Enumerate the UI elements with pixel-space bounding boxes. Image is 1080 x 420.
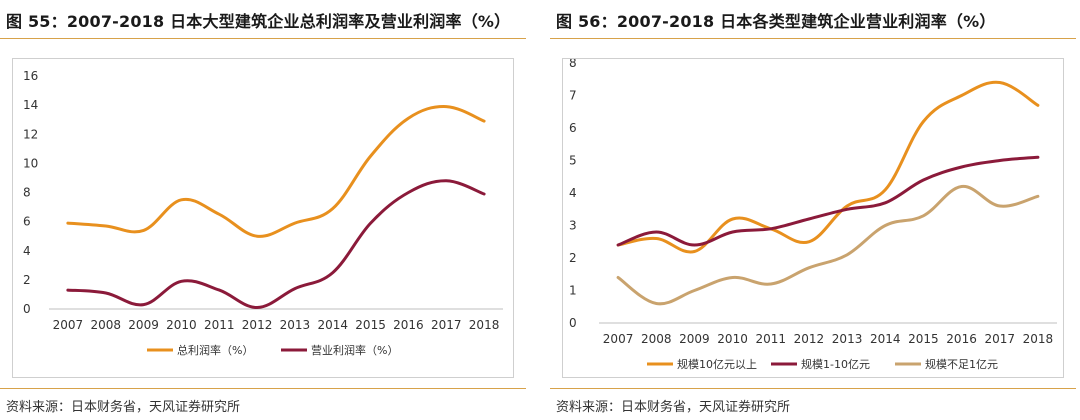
series-line-1 xyxy=(616,80,1040,254)
legend-label: 规模10亿元以上 xyxy=(677,357,757,371)
line-chart-operating-margins-by-size: 0 1 2 3 4 5 6 7 8 2007 2008 2009 2010 2011 2012 2013 201… xyxy=(569,59,1057,371)
x-tick-label: 2014 xyxy=(870,332,901,346)
y-tick-label: 12 xyxy=(23,127,38,141)
y-tick-label: 2 xyxy=(569,251,577,265)
y-tick-label: 14 xyxy=(23,98,38,112)
x-tick-label: 2018 xyxy=(1023,332,1054,346)
line-chart-profit-margins: 0 2 4 6 8 10 12 14 16 2007 2008 2009 2010 2011 2012 201… xyxy=(23,69,503,357)
source-note: 资料来源：日本财务省，天风证券研究所 xyxy=(556,400,791,415)
x-tick-label: 2011 xyxy=(755,332,786,346)
y-tick-label: 0 xyxy=(569,316,577,330)
x-tick-label: 2012 xyxy=(242,318,273,332)
x-tick-label: 2013 xyxy=(280,318,311,332)
legend-label: 总利润率（%） xyxy=(177,343,253,357)
chart-panel-left: 图 55：2007-2018 日本大型建筑企业总利润率及营业利润率（%） 0 2 4… xyxy=(0,0,530,420)
x-tick-label: 2013 xyxy=(832,332,863,346)
chart-title: 图 56：2007-2018 日本各类型建筑企业营业利润率（%） xyxy=(556,12,996,31)
series-line-2 xyxy=(616,155,1040,247)
title-rule xyxy=(550,38,1076,39)
x-tick-label: 2009 xyxy=(128,318,159,332)
x-tick-label: 2017 xyxy=(984,332,1015,346)
y-tick-label: 2 xyxy=(23,273,31,287)
x-tick-label: 2008 xyxy=(90,318,121,332)
x-tick-label: 2009 xyxy=(679,332,710,346)
x-tick-label: 2016 xyxy=(393,318,424,332)
y-tick-label: 10 xyxy=(23,156,38,170)
series-line-3 xyxy=(616,184,1040,306)
x-tick-label: 2011 xyxy=(204,318,235,332)
x-tick-label: 2016 xyxy=(946,332,977,346)
title-rule xyxy=(0,38,526,39)
series-line-2 xyxy=(66,179,486,310)
x-tick-label: 2010 xyxy=(717,332,748,346)
y-tick-label: 6 xyxy=(23,215,31,229)
x-tick-label: 2010 xyxy=(166,318,197,332)
x-tick-label: 2007 xyxy=(603,332,634,346)
chart-panel-right: 图 56：2007-2018 日本各类型建筑企业营业利润率（%） 0 1 2 3 4 5 6… xyxy=(550,0,1080,420)
legend-label: 规模不足1亿元 xyxy=(925,357,998,371)
x-tick-label: 2008 xyxy=(641,332,672,346)
y-tick-label: 6 xyxy=(569,121,577,135)
legend-label: 规模1-10亿元 xyxy=(801,357,870,371)
source-note: 资料来源：日本财务省，天风证券研究所 xyxy=(6,400,241,415)
chart-frame: 0 2 4 6 8 10 12 14 16 2007 2008 2009 2010 2011 2012 201… xyxy=(12,58,514,378)
x-tick-label: 2007 xyxy=(53,318,84,332)
chart-title: 图 55：2007-2018 日本大型建筑企业总利润率及营业利润率（%） xyxy=(6,12,511,31)
y-tick-label: 3 xyxy=(569,219,577,233)
x-tick-label: 2017 xyxy=(431,318,462,332)
y-tick-label: 8 xyxy=(23,186,31,200)
y-tick-label: 16 xyxy=(23,69,38,83)
series-line-1 xyxy=(66,105,486,238)
y-tick-label: 8 xyxy=(569,59,577,70)
y-tick-label: 7 xyxy=(569,89,577,103)
y-tick-label: 1 xyxy=(569,284,577,298)
source-rule xyxy=(0,388,526,389)
y-tick-label: 0 xyxy=(23,302,31,316)
y-tick-label: 4 xyxy=(569,186,577,200)
legend-label: 营业利润率（%） xyxy=(311,343,398,357)
x-tick-label: 2012 xyxy=(794,332,825,346)
y-tick-label: 4 xyxy=(23,244,31,258)
x-tick-label: 2015 xyxy=(355,318,386,332)
source-rule xyxy=(550,388,1076,389)
chart-frame: 0 1 2 3 4 5 6 7 8 2007 2008 2009 2010 2011 2012 2013 201… xyxy=(562,58,1064,378)
x-tick-label: 2015 xyxy=(908,332,939,346)
x-tick-label: 2014 xyxy=(317,318,348,332)
x-tick-label: 2018 xyxy=(469,318,500,332)
y-tick-label: 5 xyxy=(569,154,577,168)
